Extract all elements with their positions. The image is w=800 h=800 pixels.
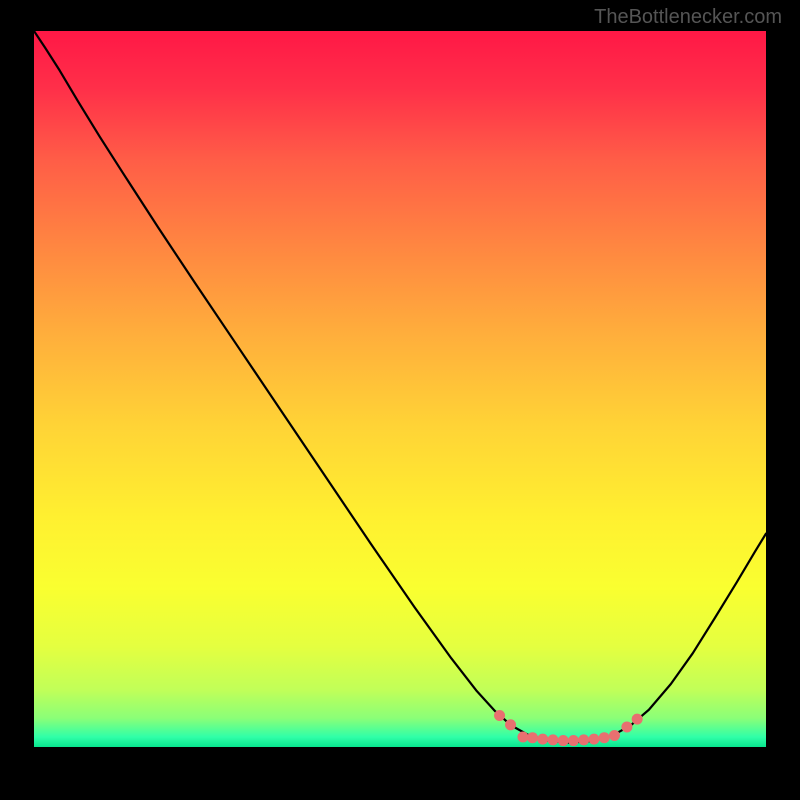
highlight-marker [517, 731, 528, 742]
highlight-marker [599, 732, 610, 743]
highlight-marker [588, 734, 599, 745]
highlight-marker [505, 719, 516, 730]
highlight-marker [568, 735, 579, 746]
highlight-marker [621, 721, 632, 732]
watermark-text: TheBottlenecker.com [594, 6, 782, 29]
chart-plot-area [34, 31, 766, 747]
highlight-marker [537, 734, 548, 745]
highlight-marker [558, 735, 569, 746]
highlight-marker [632, 714, 643, 725]
highlight-marker [609, 730, 620, 741]
highlight-marker [578, 734, 589, 745]
bottleneck-curve [34, 31, 766, 743]
highlight-marker [494, 710, 505, 721]
highlight-marker [527, 732, 538, 743]
curve-overlay [34, 31, 766, 747]
highlight-marker [547, 734, 558, 745]
